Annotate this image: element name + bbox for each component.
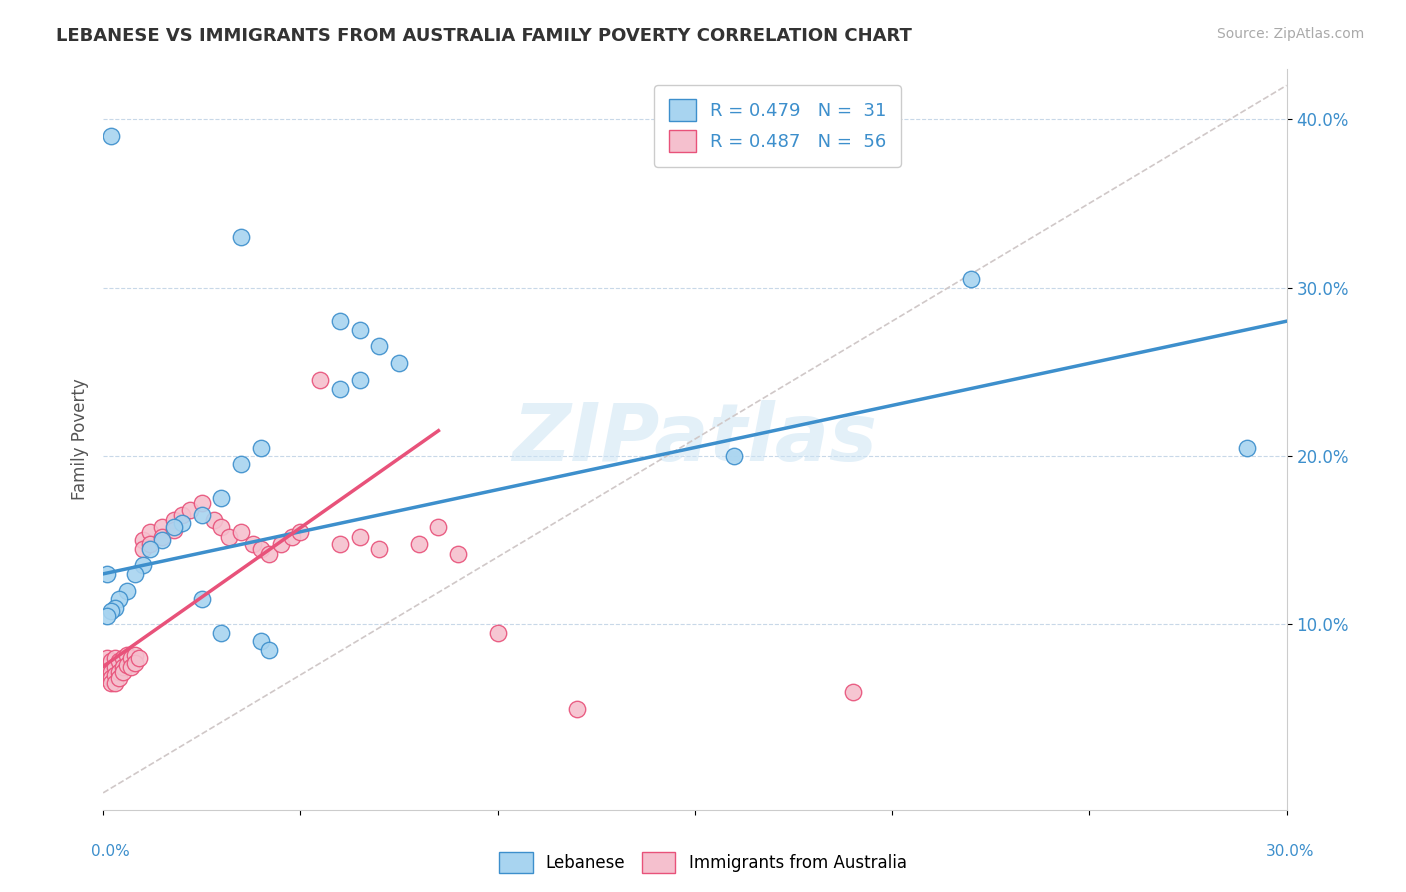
Point (163, 513, 186, 527)
Point (290, 524, 312, 539)
Text: 0.0%: 0.0% (91, 845, 131, 859)
Point (120, 659, 142, 673)
Point (218, 530, 240, 544)
Point (427, 519, 450, 533)
Point (723, 449, 745, 463)
Point (108, 655, 131, 669)
Point (96, 659, 118, 673)
Point (211, 491, 233, 505)
Point (250, 441, 273, 455)
Point (104, 659, 127, 673)
Point (108, 665, 131, 679)
Point (447, 547, 470, 561)
Point (124, 566, 146, 581)
Point (329, 382, 352, 396)
Point (408, 536, 430, 550)
Point (139, 541, 162, 556)
Point (841, 685, 863, 699)
Point (368, 541, 391, 556)
Point (250, 634, 273, 648)
Point (115, 657, 138, 672)
Point (1236, 441, 1258, 455)
Point (100, 655, 122, 669)
Point (190, 496, 212, 510)
Point (139, 524, 162, 539)
Point (96, 665, 118, 679)
Point (104, 600, 127, 615)
Legend: R = 0.479   N =  31, R = 0.487   N =  56: R = 0.479 N = 31, R = 0.487 N = 56 (654, 85, 901, 167)
Point (96, 566, 118, 581)
Point (111, 659, 134, 673)
Legend: Lebanese, Immigrants from Australia: Lebanese, Immigrants from Australia (492, 846, 914, 880)
Point (250, 541, 273, 556)
Point (104, 668, 127, 682)
Point (349, 530, 371, 544)
Point (96, 651, 118, 665)
Point (150, 519, 173, 533)
Point (257, 547, 280, 561)
Point (190, 592, 212, 607)
Point (108, 592, 131, 607)
Point (281, 530, 304, 544)
Point (96, 609, 118, 624)
Point (309, 373, 332, 387)
Text: LEBANESE VS IMMIGRANTS FROM AUSTRALIA FAMILY POVERTY CORRELATION CHART: LEBANESE VS IMMIGRANTS FROM AUSTRALIA FA… (56, 27, 912, 45)
Point (104, 651, 127, 665)
Point (231, 458, 253, 472)
Point (349, 373, 371, 387)
Point (100, 128, 122, 143)
Point (131, 541, 153, 556)
Point (115, 648, 138, 662)
Point (100, 671, 122, 685)
Point (179, 503, 201, 517)
Point (211, 519, 233, 533)
Point (131, 533, 153, 548)
Point (111, 651, 134, 665)
Point (368, 339, 391, 353)
Point (349, 323, 371, 337)
Point (565, 701, 588, 715)
Point (100, 604, 122, 618)
Point (170, 508, 193, 522)
Y-axis label: Family Poverty: Family Poverty (72, 378, 89, 500)
Point (124, 656, 146, 670)
Point (231, 524, 253, 539)
Point (131, 558, 153, 573)
Point (270, 536, 292, 550)
Point (388, 356, 411, 370)
Point (108, 671, 131, 685)
Point (170, 516, 193, 531)
Point (211, 625, 233, 640)
Point (202, 513, 225, 527)
Point (100, 665, 122, 679)
Point (163, 523, 186, 537)
Text: 30.0%: 30.0% (1267, 845, 1315, 859)
Point (242, 536, 264, 550)
Text: ZIPatlas: ZIPatlas (512, 401, 877, 478)
Point (163, 519, 186, 533)
Point (104, 676, 127, 690)
Point (111, 665, 134, 679)
Point (128, 651, 150, 665)
Point (257, 642, 280, 657)
Point (100, 676, 122, 690)
Point (139, 536, 162, 550)
Point (115, 583, 138, 598)
Point (960, 272, 983, 286)
Point (329, 536, 352, 550)
Point (124, 648, 146, 662)
Text: Source: ZipAtlas.com: Source: ZipAtlas.com (1216, 27, 1364, 41)
Point (150, 530, 173, 544)
Point (150, 533, 173, 548)
Point (329, 314, 352, 328)
Point (486, 625, 509, 640)
Point (120, 651, 142, 665)
Point (96, 671, 118, 685)
Point (190, 508, 212, 522)
Point (231, 230, 253, 244)
